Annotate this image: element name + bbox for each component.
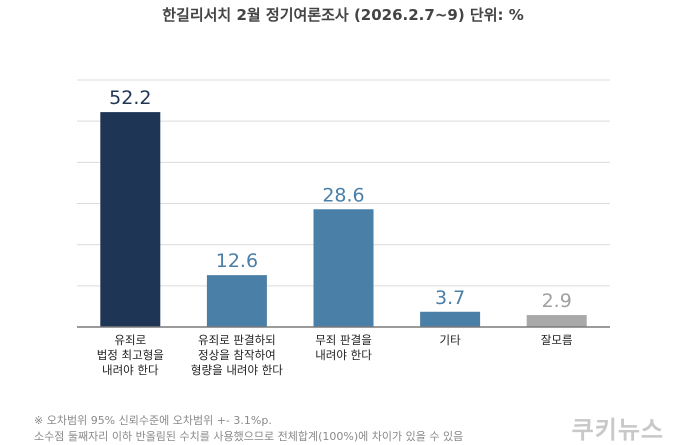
category-label: 유죄로 판결하되 <box>198 333 276 347</box>
bar-value-label: 52.2 <box>109 87 151 109</box>
bar-value-label: 28.6 <box>322 184 364 206</box>
category-label: 내려야 한다 <box>102 363 159 377</box>
bar <box>100 112 161 327</box>
category-label: 형량을 내려야 한다 <box>191 363 283 377</box>
bar <box>526 315 587 327</box>
footnote-rounding: 소수점 둘째자리 이하 반올림된 수치를 사용했으므로 전체합계(100%)에 … <box>34 430 464 443</box>
bar-value-label: 2.9 <box>542 290 572 312</box>
bar <box>313 209 374 327</box>
category-label: 내려야 한다 <box>315 348 372 362</box>
category-label: 법정 최고형을 <box>97 348 164 362</box>
category-label: 기타 <box>440 333 462 347</box>
brand-logo: 쿠키뉴스 <box>571 416 664 444</box>
category-label: 잘모름 <box>541 333 573 347</box>
category-label: 무죄 판결을 <box>315 333 372 347</box>
bar <box>420 311 481 327</box>
footnote-margin-of-error: ※ 오차범위 95% 신뢰수준에 오차범위 +- 3.1%p. <box>34 414 272 427</box>
bar <box>206 275 267 327</box>
bar-value-label: 12.6 <box>216 250 258 272</box>
category-label: 유죄로 <box>114 333 146 347</box>
bar-value-label: 3.7 <box>435 287 465 309</box>
chart-title: 한길리서치 2월 정기여론조사 (2026.2.7~9) 단위: % <box>162 6 524 24</box>
category-label: 정상을 참작하여 <box>198 348 276 362</box>
